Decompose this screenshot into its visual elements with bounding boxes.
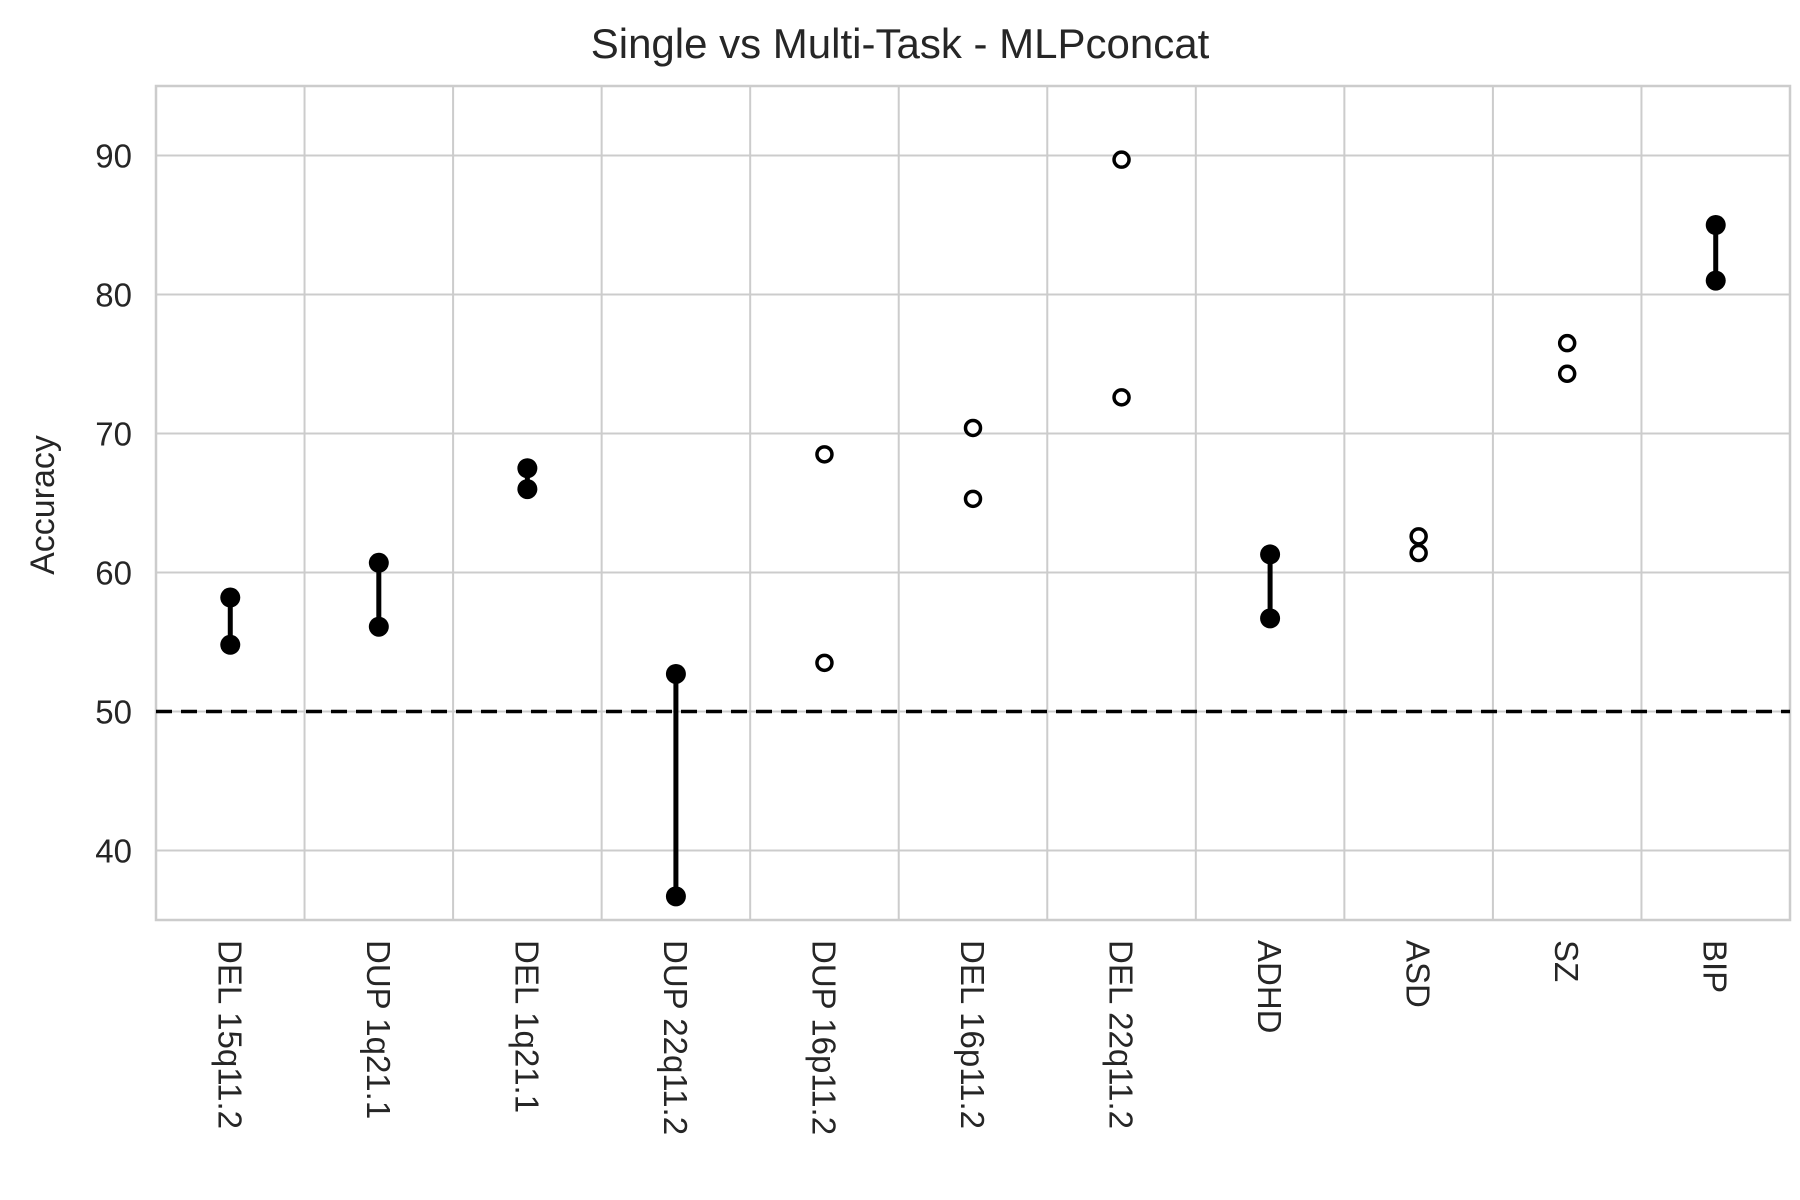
- x-tick-label: ASD: [1400, 940, 1437, 1008]
- data-point: [1557, 333, 1577, 353]
- data-point: [1409, 543, 1428, 563]
- x-tick-label: DUP 22q11.2: [657, 940, 694, 1135]
- data-point: [1705, 270, 1726, 291]
- data-point: [1112, 150, 1131, 169]
- x-tick-label: DEL 22q11.2: [1103, 940, 1140, 1129]
- data-point: [368, 552, 389, 573]
- x-tick-label: ADHD: [1251, 940, 1288, 1034]
- y-tick-label: 70: [95, 416, 132, 453]
- y-tick-label: 90: [95, 138, 132, 175]
- plot-frame: [154, 84, 1792, 922]
- y-tick-label: 80: [95, 277, 132, 314]
- x-tick-label: DUP 1q21.1: [360, 940, 397, 1119]
- y-axis-label: Accuracy: [24, 435, 62, 575]
- data-point: [1260, 544, 1281, 565]
- x-tick-label: DEL 16p11.2: [954, 940, 991, 1129]
- data-point: [1557, 364, 1577, 383]
- x-tick-label: SZ: [1548, 940, 1585, 982]
- data-point: [665, 886, 686, 907]
- data-point: [1260, 608, 1281, 629]
- data-point: [220, 587, 241, 608]
- data-point: [815, 445, 834, 464]
- x-tick-labels: DEL 15q11.2 DUP 1q21.1 DEL 1q21.1 DUP 22q11…: [211, 940, 1733, 1135]
- x-tick-label: DEL 1q21.1: [508, 940, 545, 1113]
- data-point: [1409, 527, 1428, 546]
- data-point: [1705, 215, 1726, 235]
- y-tick-labels: 40 50 60 70 80 90: [95, 138, 132, 870]
- data-point: [963, 418, 983, 438]
- y-tick-label: 50: [95, 694, 132, 731]
- y-tick-label: 40: [95, 833, 132, 870]
- y-tick-label: 60: [95, 555, 132, 592]
- marks-layer: [220, 150, 1726, 907]
- data-point: [815, 653, 834, 673]
- data-point: [517, 479, 538, 500]
- data-point: [220, 634, 241, 655]
- chart-title: Single vs Multi-Task - MLPconcat: [591, 20, 1210, 67]
- data-point: [1112, 388, 1131, 407]
- x-tick-label: BIP: [1697, 940, 1734, 993]
- data-point: [665, 663, 686, 684]
- x-tick-label: DUP 16p11.2: [805, 940, 842, 1135]
- data-point: [368, 616, 389, 637]
- x-tick-label: DEL 15q11.2: [211, 940, 248, 1129]
- data-point: [517, 458, 538, 479]
- data-point: [963, 489, 983, 509]
